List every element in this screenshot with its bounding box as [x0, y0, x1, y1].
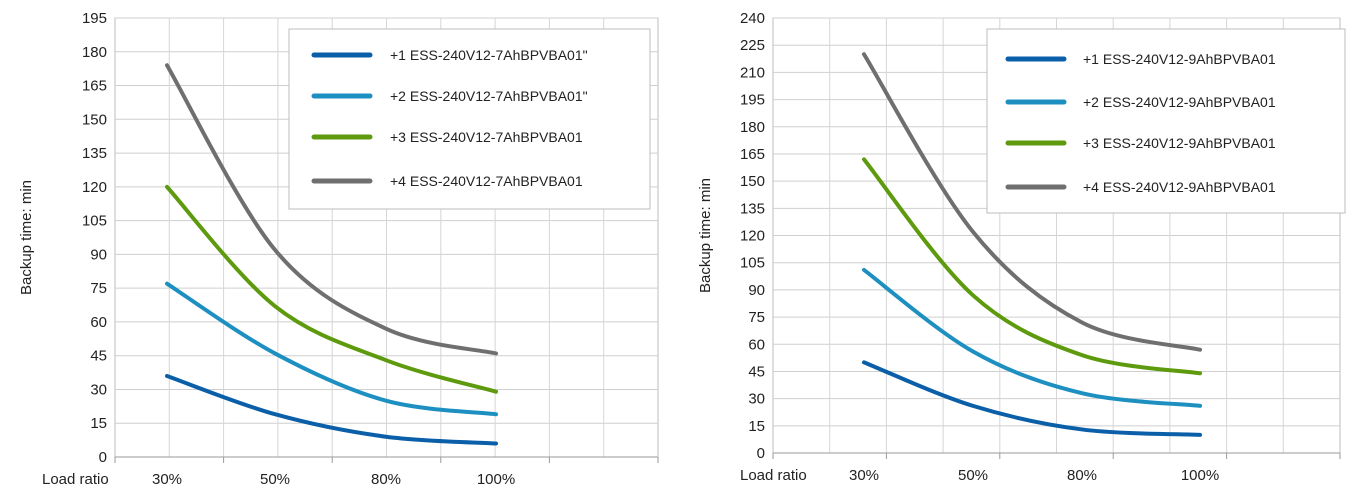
y-tick-label: 45 [748, 363, 765, 380]
y-tick-label: 0 [99, 449, 107, 466]
series-line-2 [862, 267, 1202, 408]
y-tick-label: 120 [740, 228, 765, 245]
x-axis-label: Load ratio [42, 471, 109, 488]
y-tick-label: 210 [740, 64, 765, 81]
y-axis-label: Backup time: min [697, 178, 714, 293]
legend-label-1: +1 ESS-240V12-9AhBPVBA01 [1083, 51, 1276, 67]
y-tick-label: 195 [82, 10, 107, 27]
y-tick-label: 90 [90, 246, 107, 263]
legend-label-3: +3 ESS-240V12-7AhBPVBA01 [390, 129, 583, 145]
y-tick-label: 30 [748, 391, 765, 408]
backup-time-chart-7ah: 0 15 30 45 60 75 90 105 120 135 150 165 180 195 30% 50%… [18, 10, 659, 488]
x-tick-label: 30% [152, 471, 182, 488]
series-line-4 [862, 52, 1202, 352]
legend-label-4: +4 ESS-240V12-7AhBPVBA01 [390, 173, 583, 189]
y-tick-label: 15 [748, 418, 765, 435]
y-tick-label: 165 [82, 78, 107, 95]
series-line-1 [862, 360, 1202, 437]
y-tick-label: 165 [740, 146, 765, 163]
x-tick-label: 50% [958, 467, 988, 484]
legend-label-2: +2 ESS-240V12-9AhBPVBA01 [1083, 94, 1276, 110]
series-line-1 [165, 373, 498, 446]
y-tick-label: 60 [90, 314, 107, 331]
y-axis-label: Backup time: min [18, 180, 35, 295]
legend-label-3: +3 ESS-240V12-9AhBPVBA01 [1083, 135, 1276, 151]
y-tick-label: 30 [90, 381, 107, 398]
y-tick-label: 75 [90, 280, 107, 297]
y-tick-label: 45 [90, 348, 107, 365]
x-tick-label: 100% [1181, 467, 1219, 484]
backup-time-chart-9ah: 0 15 30 45 60 75 90 105 120 135 150 165 180 195 210 225… [697, 10, 1346, 484]
series-line-3 [165, 184, 498, 394]
series-line-4 [165, 63, 498, 356]
legend-label-4: +4 ESS-240V12-9AhBPVBA01 [1083, 179, 1276, 195]
y-tick-label: 225 [740, 37, 765, 54]
y-tick-label: 180 [82, 44, 107, 61]
y-tick-label: 195 [740, 92, 765, 109]
x-tick-label: 30% [849, 467, 879, 484]
series-line-2 [165, 281, 498, 417]
y-tick-label: 75 [748, 309, 765, 326]
y-tick-label: 15 [90, 415, 107, 432]
x-tick-label: 50% [260, 471, 290, 488]
y-tick-label: 135 [740, 200, 765, 217]
y-tick-label: 105 [82, 213, 107, 230]
x-axis-label: Load ratio [740, 467, 807, 484]
y-tick-label: 135 [82, 145, 107, 162]
x-tick-label: 80% [371, 471, 401, 488]
y-tick-label: 180 [740, 119, 765, 136]
y-tick-label: 0 [757, 445, 765, 462]
legend-label-1: +1 ESS-240V12-7AhBPVBA01" [390, 47, 588, 63]
y-tick-label: 150 [82, 111, 107, 128]
y-tick-label: 60 [748, 336, 765, 353]
legend-label-2: +2 ESS-240V12-7AhBPVBA01" [390, 88, 588, 104]
y-tick-label: 120 [82, 179, 107, 196]
y-tick-label: 90 [748, 282, 765, 299]
y-tick-label: 150 [740, 173, 765, 190]
y-tick-label: 240 [740, 10, 765, 27]
x-tick-label: 100% [477, 471, 515, 488]
x-tick-label: 80% [1067, 467, 1097, 484]
series-line-3 [862, 157, 1202, 376]
y-tick-label: 105 [740, 255, 765, 272]
